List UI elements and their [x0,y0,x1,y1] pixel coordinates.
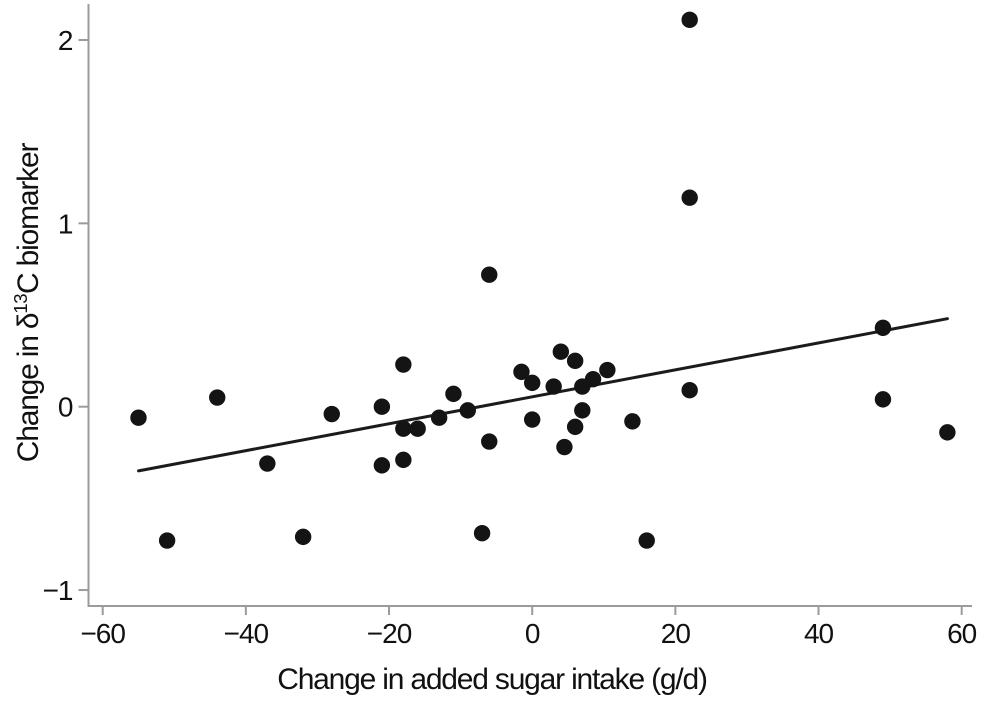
data-point [209,389,226,406]
data-point [566,352,584,370]
data-point [294,528,312,546]
data-point [599,361,616,379]
y-tick-label: 0 [58,392,73,423]
y-tick-label: 2 [58,25,73,56]
data-point [373,457,391,474]
data-point [552,343,570,360]
y-tick-label: 1 [58,208,73,239]
data-point [681,11,698,29]
y-axis-title-superscript: 13 [10,293,31,314]
regression-line [136,317,949,473]
data-point [409,420,426,437]
data-point [373,398,391,415]
data-point [523,374,541,392]
x-tick-label: −20 [367,618,412,649]
data-point [395,451,412,469]
data-point [874,319,892,337]
x-tick-label: 0 [525,618,540,649]
data-point [556,438,573,456]
x-tick-label: 60 [947,618,977,649]
x-tick-label: −40 [224,618,269,649]
data-point [681,381,698,399]
data-point [874,391,892,408]
data-point [624,413,641,430]
data-point [259,455,276,472]
data-point [513,363,530,381]
x-tick-label: 40 [804,618,834,649]
data-point [473,525,491,542]
data-point [459,402,476,419]
data-point [481,433,498,450]
data-point [939,424,956,441]
data-point [574,402,591,419]
y-axis-title-prefix: Change in δ [12,313,45,463]
data-point [395,356,412,373]
data-point [523,411,541,428]
y-tick-label: −1 [43,575,73,606]
data-point [130,409,147,426]
data-point [323,405,340,423]
data-point [395,420,412,437]
data-point [638,532,655,549]
y-axis-title: Change in δ13C biomarker [10,144,46,462]
data-point [566,418,584,436]
data-point [545,378,562,395]
x-tick-label: 20 [661,618,691,649]
x-axis-title: Change in added sugar intake (g/d) [277,663,708,696]
data-point [584,370,602,388]
data-point [481,266,498,283]
y-axis-title-suffix: C biomarker [12,143,45,294]
data-point [681,189,698,206]
x-tick-label: −60 [80,618,125,649]
data-point [445,385,462,403]
data-point [158,532,176,549]
data-point [430,409,448,426]
